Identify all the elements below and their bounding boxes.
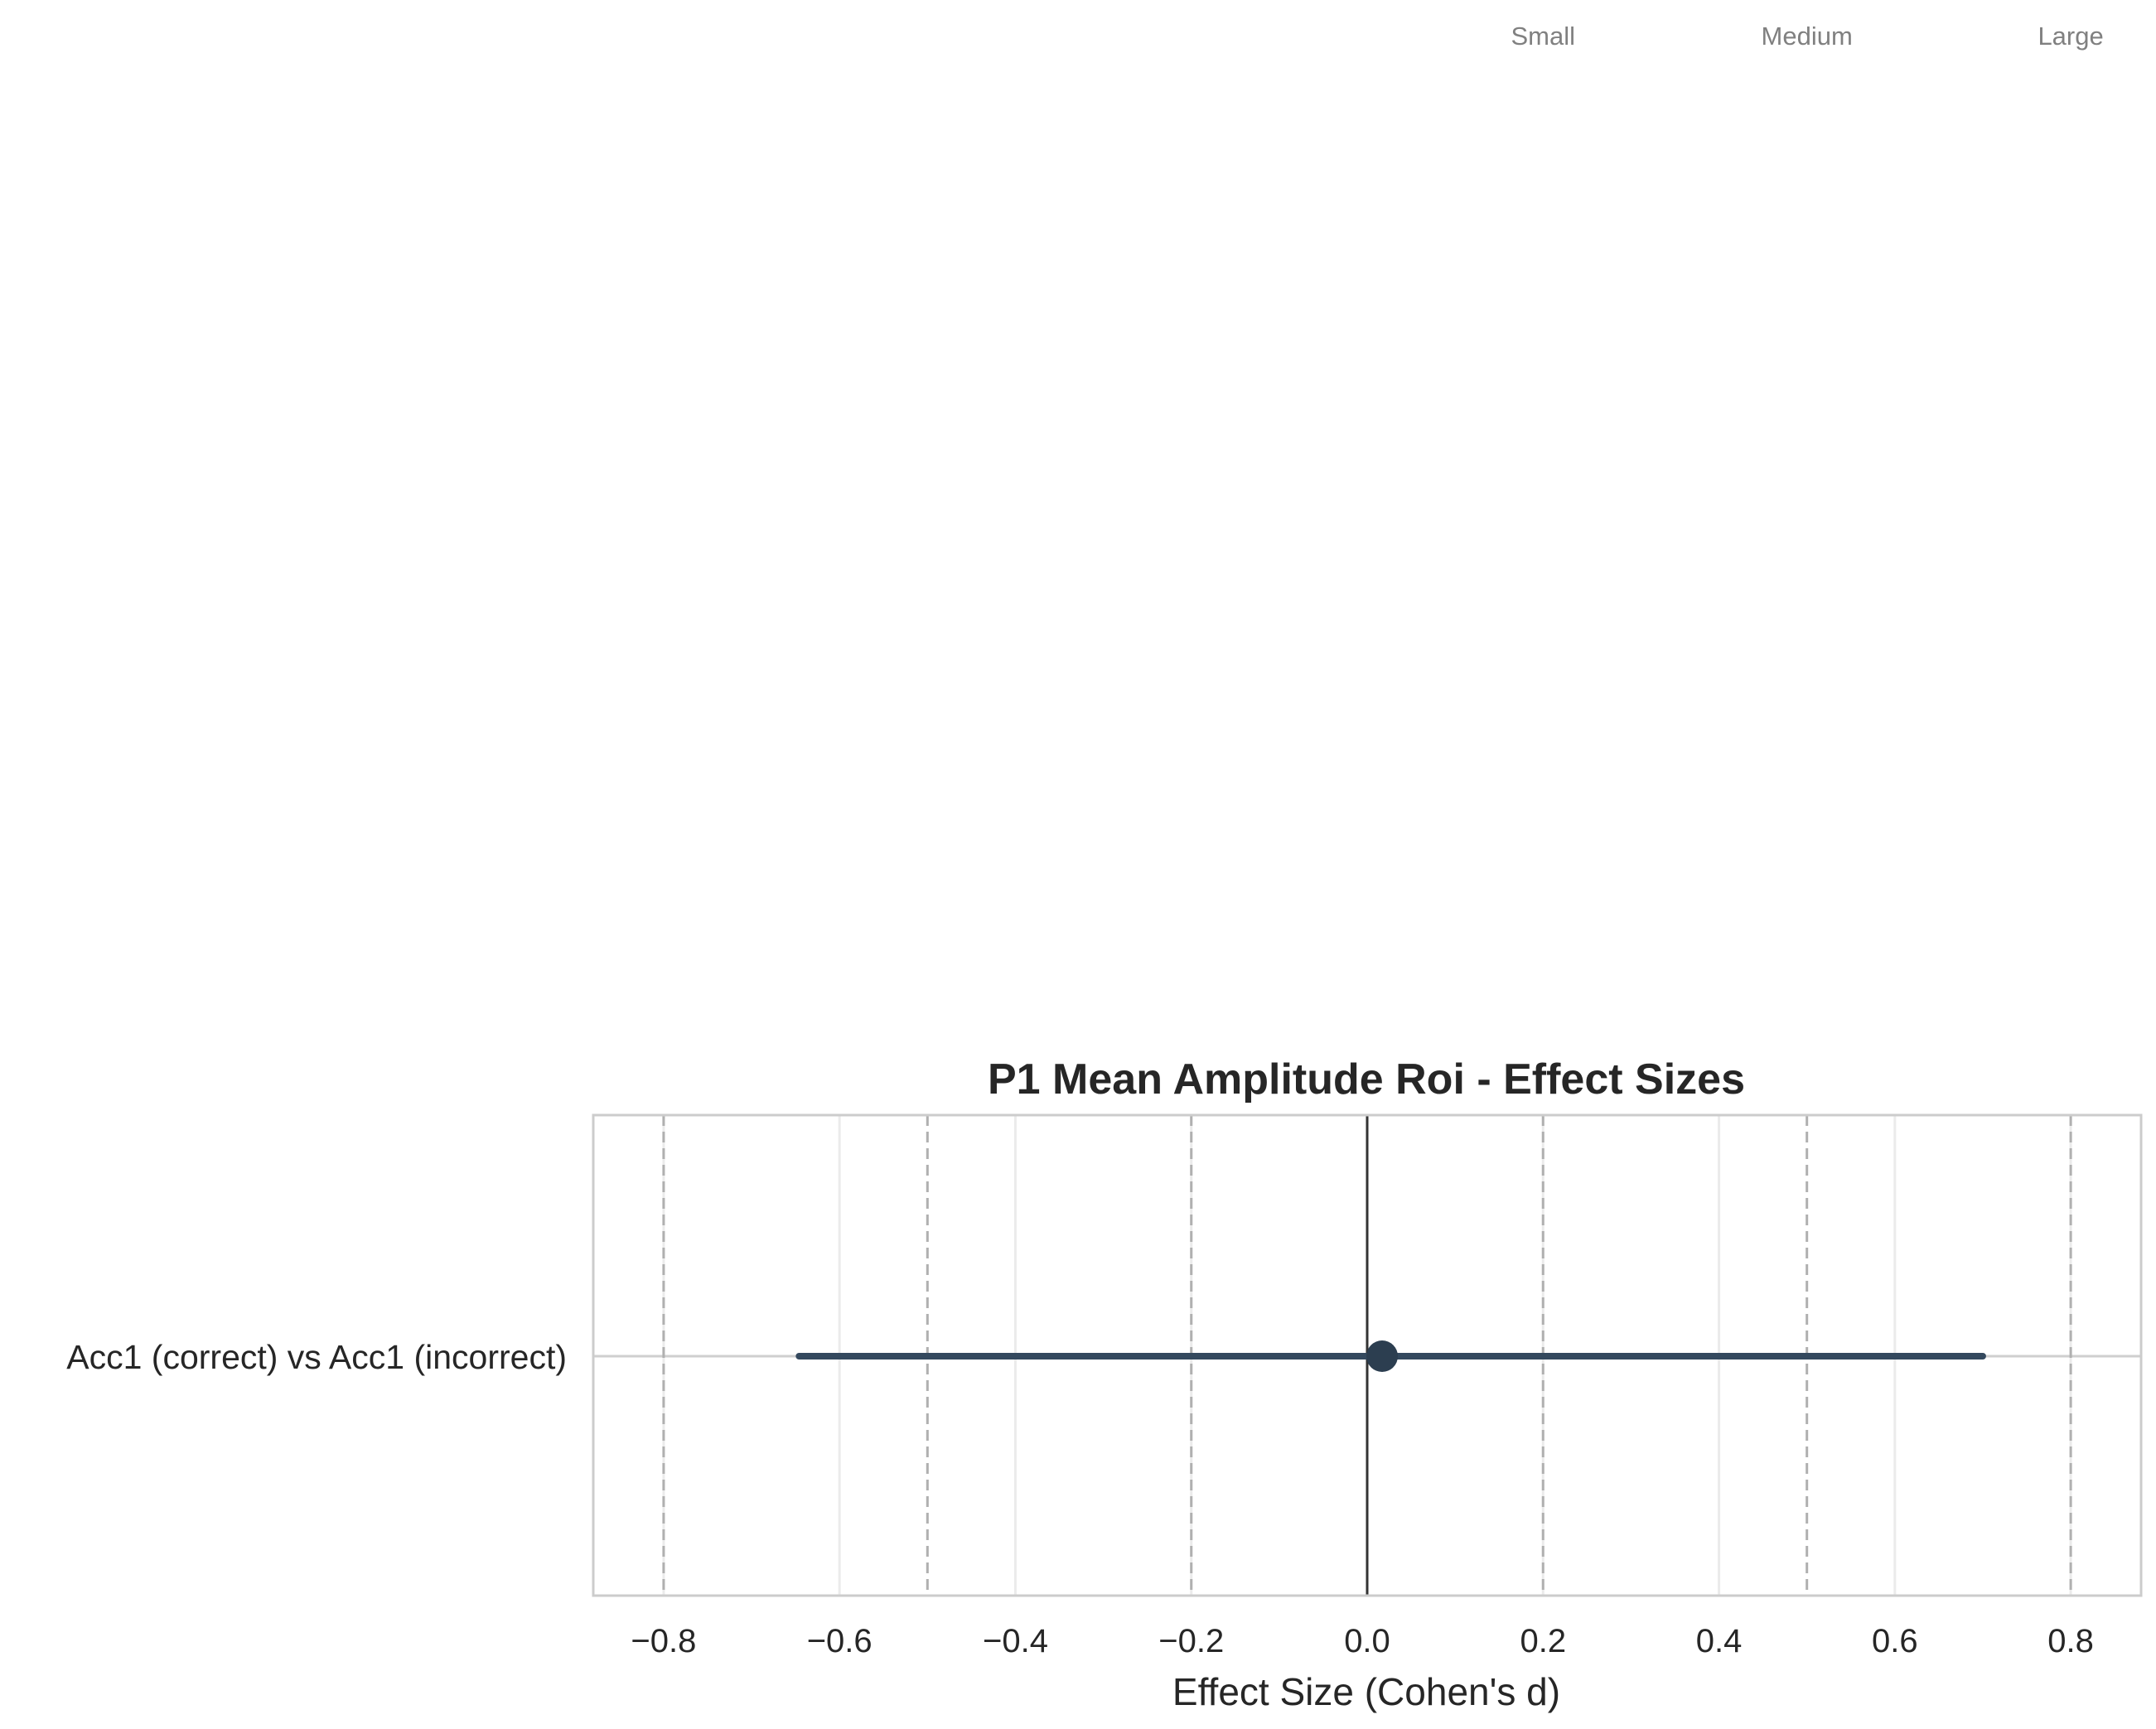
data-marks <box>795 1340 1986 1372</box>
threshold-label: Large <box>2038 22 2103 51</box>
x-tick-label: −0.8 <box>631 1623 696 1659</box>
x-tick-label: −0.6 <box>807 1623 873 1659</box>
x-tick-label: 0.4 <box>1696 1623 1743 1659</box>
x-tick-label: −0.2 <box>1158 1623 1224 1659</box>
y-tick-labels: Acc1 (correct) vs Acc1 (incorrect) <box>66 1338 567 1376</box>
plot-frame <box>592 1113 2143 1597</box>
threshold-label: Small <box>1511 22 1576 51</box>
x-tick-label: 0.8 <box>2047 1623 2094 1659</box>
y-tick-label: Acc1 (correct) vs Acc1 (incorrect) <box>66 1338 567 1376</box>
threshold-label: Medium <box>1762 22 1853 51</box>
x-tick-label: 0.0 <box>1344 1623 1390 1659</box>
x-tick-label: 0.2 <box>1520 1623 1566 1659</box>
threshold-labels: Small Medium Large <box>1511 22 2104 51</box>
effect-size-point <box>1366 1340 1399 1372</box>
x-axis-label: Effect Size (Cohen's d) <box>1172 1670 1560 1713</box>
chart-title: P1 Mean Amplitude Roi - Effect Sizes <box>988 1055 1745 1104</box>
x-tick-label: −0.4 <box>983 1623 1048 1659</box>
x-tick-label: 0.6 <box>1872 1623 1918 1659</box>
x-tick-labels: −0.8 −0.6 −0.4 −0.2 0.0 0.2 0.4 0.6 0.8 <box>631 1623 2093 1659</box>
